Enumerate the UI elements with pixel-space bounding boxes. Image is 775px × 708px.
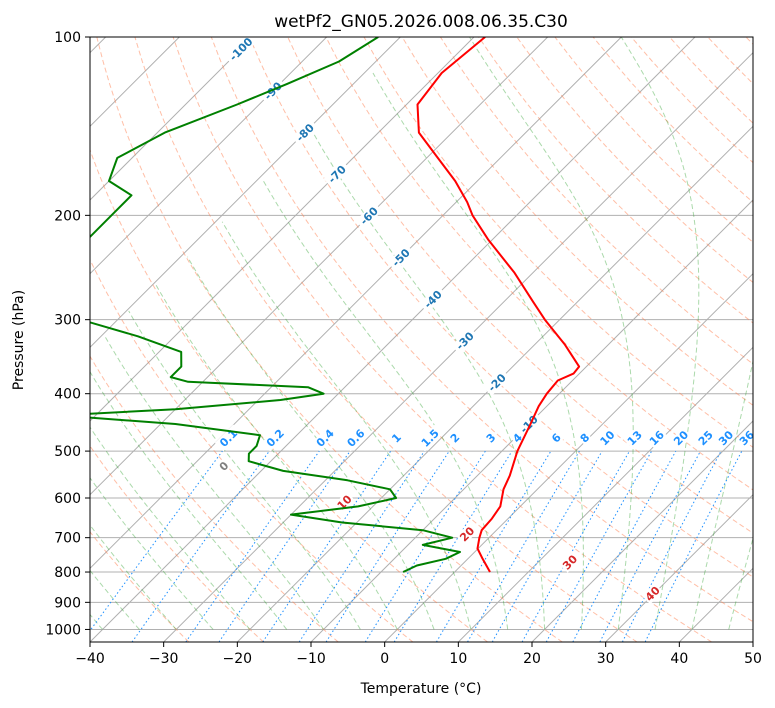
- x-axis-label: Temperature (°C): [360, 681, 482, 697]
- dry-adiabat: [439, 37, 753, 365]
- y-tick-label: 1000: [45, 622, 81, 638]
- dry-adiabat: [325, 37, 753, 491]
- isotherm-gridline: [90, 37, 549, 496]
- moist-adiabat: [90, 370, 288, 630]
- moist-adiabat: [312, 132, 546, 630]
- isotherm-gridline: [605, 493, 753, 642]
- dewpoint-profile: [90, 37, 461, 573]
- isotherm-gridline: [531, 420, 753, 642]
- dry-adiabat: [172, 37, 712, 642]
- x-tick-label: −40: [75, 651, 105, 667]
- x-tick-label: 40: [670, 651, 688, 667]
- moist-adiabat: [90, 426, 251, 630]
- dry-adiabat: [516, 37, 753, 284]
- moist-adiabat: [372, 72, 584, 630]
- y-tick-label: 900: [54, 595, 81, 611]
- isotherm-gridline: [236, 125, 753, 642]
- x-tick-label: −10: [296, 651, 326, 667]
- dry-adiabat: [210, 37, 753, 623]
- plot-frame: [89, 36, 754, 643]
- axis-ticks: −40 −30 −20 −10 0 10 20 30 40 50 100 200 300 400 500 60…: [45, 30, 762, 667]
- isotherm-gridline: [90, 37, 622, 570]
- y-tick-label: 300: [54, 313, 81, 329]
- moist-adiabat: [262, 180, 509, 630]
- plot-area: -100-90-80-70-60-50-40-30-20-10010203040…: [90, 37, 753, 642]
- mixing-ratio-line: [185, 450, 320, 642]
- x-tick-label: 20: [523, 651, 541, 667]
- dry-adiabat: [90, 148, 488, 642]
- x-tick-label: 0: [380, 651, 389, 667]
- y-tick-label: 500: [54, 444, 81, 460]
- moist-adiabat: [620, 37, 700, 630]
- dry-adiabat: [249, 37, 753, 578]
- x-tick-label: 10: [449, 651, 467, 667]
- moist-adiabat: [187, 256, 435, 630]
- mixing-ratio-line: [644, 450, 743, 642]
- mixing-ratio-line: [218, 450, 351, 642]
- moist-adiabat: [104, 336, 324, 630]
- isotherm-gridline: [90, 37, 254, 201]
- dry-adiabat: [90, 531, 190, 642]
- mixing-ratio-line: [325, 450, 450, 642]
- mixing-ratio-line: [90, 450, 223, 632]
- y-tick-label: 200: [54, 208, 81, 224]
- temperature-profile: [416, 37, 581, 573]
- mixing-ratio-line: [298, 450, 425, 642]
- mixing-ratio-line: [393, 450, 513, 642]
- dry-adiabat: [401, 37, 753, 406]
- y-tick-label: 600: [54, 491, 81, 507]
- y-tick-label: 400: [54, 387, 81, 403]
- mixing-ratio-line: [545, 450, 653, 642]
- moist-adiabat: [691, 358, 753, 630]
- y-tick-label: 100: [54, 30, 81, 46]
- dry-adiabat: [90, 355, 339, 642]
- moist-adiabat: [90, 524, 177, 630]
- isotherm-gridline: [384, 272, 753, 642]
- moist-adiabat: [128, 310, 361, 630]
- isotherm-gridline: [457, 346, 753, 642]
- y-tick-label: 700: [54, 531, 81, 547]
- mixing-ratio-line: [131, 450, 270, 642]
- moist-adiabat: [469, 37, 634, 630]
- y-axis-label: Pressure (hPa): [11, 290, 27, 390]
- dry-adiabat: [90, 258, 414, 642]
- y-tick-label: 800: [54, 565, 81, 581]
- isotherm-gridline: [310, 199, 753, 642]
- x-tick-label: −30: [149, 651, 179, 667]
- mixing-ratio-line: [572, 450, 677, 642]
- x-tick-label: −20: [223, 651, 253, 667]
- mixing-ratio-line: [262, 450, 392, 642]
- moist-adiabat: [90, 476, 214, 630]
- moist-adiabat: [728, 536, 753, 630]
- isotherm-gridline: [90, 37, 696, 642]
- dry-adiabat: [90, 445, 264, 642]
- dry-adiabat: [96, 37, 563, 642]
- isotherm-gridline: [90, 37, 475, 422]
- chart-title: wetPf2_GN05.2026.008.06.35.C30: [274, 12, 568, 32]
- x-tick-label: 50: [744, 651, 762, 667]
- x-tick-label: 30: [597, 651, 615, 667]
- dry-adiabat: [134, 37, 638, 642]
- isotherm-gridline: [90, 37, 328, 275]
